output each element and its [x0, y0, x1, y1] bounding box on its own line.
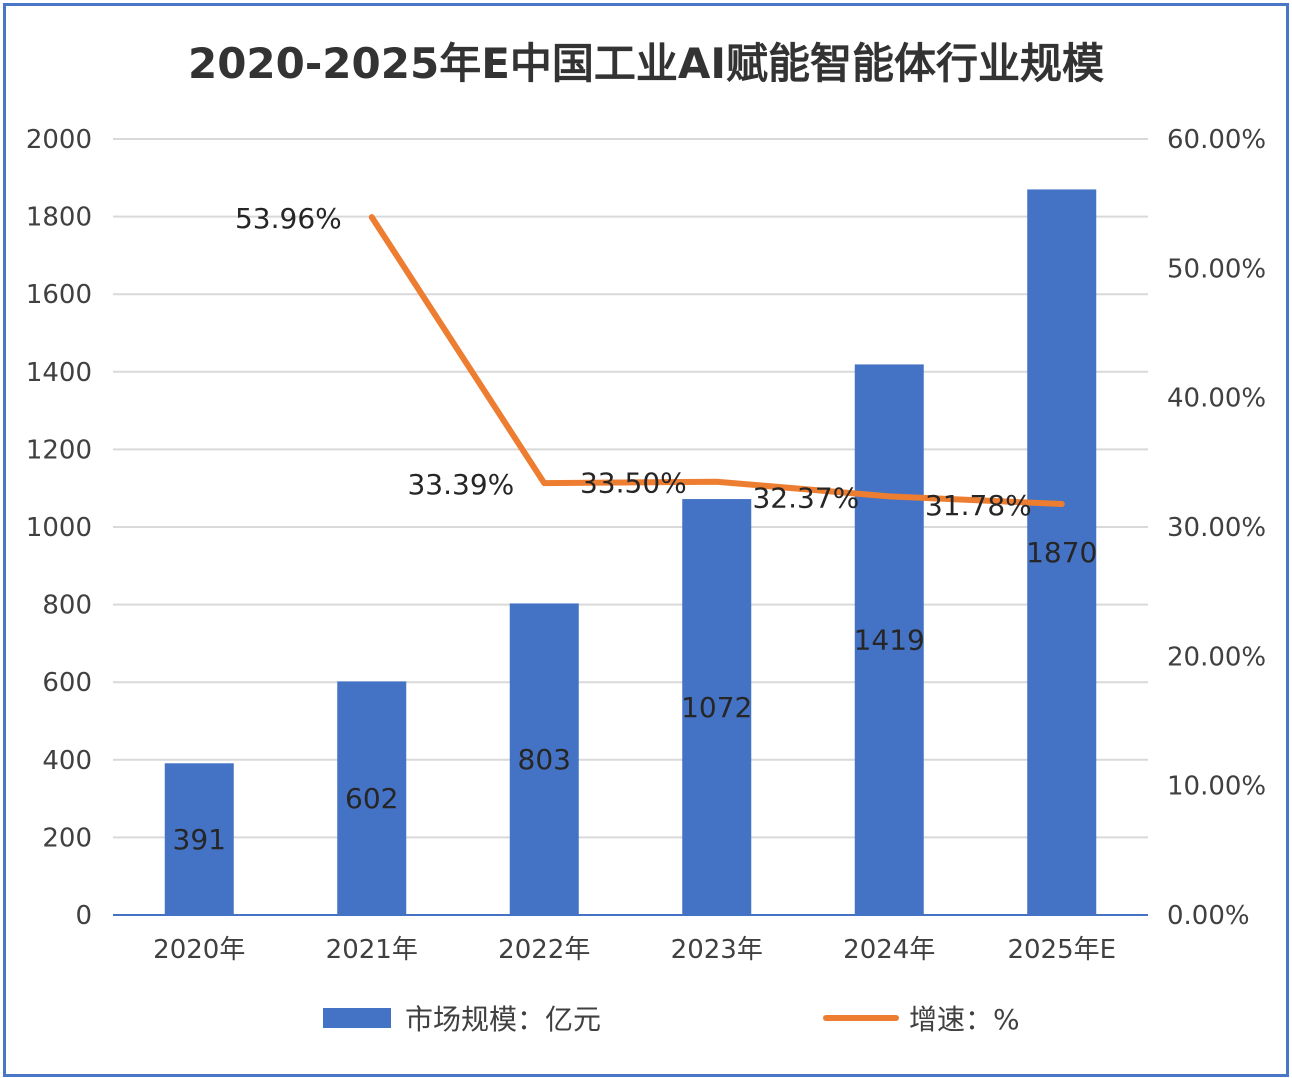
bar	[164, 763, 234, 915]
line-data-label: 33.50%	[580, 467, 687, 500]
bar-data-label: 1870	[1026, 536, 1097, 569]
bar	[854, 364, 924, 916]
y-left-tick-label: 1800	[26, 203, 92, 233]
x-tick-label: 2025年E	[1007, 935, 1116, 965]
legend-line-label: 增速：%	[909, 1003, 1020, 1036]
line-data-label: 53.96%	[235, 202, 342, 235]
y-right-tick-label: 50.00%	[1167, 254, 1266, 284]
bar-data-label: 602	[345, 782, 398, 815]
chart-frame	[3, 3, 1289, 1077]
y-left-tick-label: 1600	[26, 280, 92, 310]
y-left-tick-label: 1000	[26, 513, 92, 543]
bar	[337, 681, 407, 915]
y-right-tick-label: 20.00%	[1167, 642, 1266, 672]
y-left-tick-label: 200	[42, 823, 92, 853]
bar-data-label: 1419	[854, 624, 925, 657]
y-left-tick-label: 1400	[26, 358, 92, 388]
legend-line: 增速：%	[823, 998, 1020, 1038]
bar-data-label: 391	[173, 823, 226, 856]
y-right-tick-label: 30.00%	[1167, 513, 1266, 543]
bar-data-label: 803	[518, 743, 571, 776]
y-left-tick-label: 2000	[26, 125, 92, 155]
y-left-tick-label: 400	[42, 746, 92, 776]
legend-bar-swatch	[323, 1008, 391, 1028]
y-right-tick-label: 10.00%	[1167, 772, 1266, 802]
x-tick-label: 2024年	[843, 935, 935, 965]
y-right-tick-label: 0.00%	[1167, 901, 1250, 931]
growth-line	[368, 214, 1065, 507]
y-left-tick-label: 0	[75, 901, 92, 931]
y-right-tick-label: 60.00%	[1167, 125, 1266, 155]
chart-title: 2020-2025年E中国工业AI赋能智能体行业规模	[187, 39, 1105, 88]
y-left-tick-label: 1200	[26, 435, 92, 465]
y-left-tick-label: 600	[42, 668, 92, 698]
bar	[682, 499, 752, 915]
x-tick-label: 2021年	[326, 935, 418, 965]
y-left-tick-label: 800	[42, 591, 92, 621]
x-tick-label: 2023年	[671, 935, 763, 965]
line-data-label: 33.39%	[407, 468, 514, 501]
legend-bar-label: 市场规模：亿元	[405, 1003, 602, 1036]
legend-line-swatch	[823, 1015, 899, 1021]
y-right-tick-label: 40.00%	[1167, 384, 1266, 414]
bar-data-label: 1072	[681, 691, 752, 724]
bar	[1027, 189, 1097, 915]
bar	[509, 603, 579, 915]
x-tick-label: 2022年	[498, 935, 590, 965]
line-data-label: 32.37%	[752, 481, 859, 514]
x-tick-label: 2020年	[153, 935, 245, 965]
legend-bar: 市场规模：亿元	[323, 998, 601, 1038]
line-data-label: 31.78%	[925, 489, 1032, 522]
